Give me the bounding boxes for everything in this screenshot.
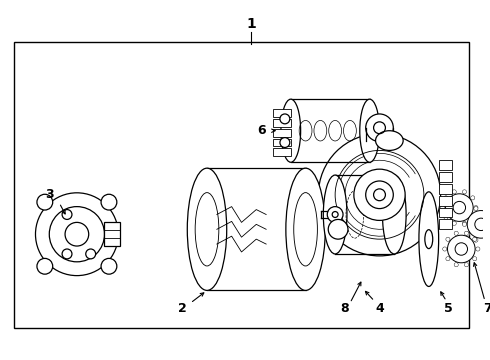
Circle shape: [463, 221, 466, 225]
Bar: [273, 148, 291, 156]
Circle shape: [465, 263, 468, 267]
Text: 4: 4: [375, 302, 384, 315]
Polygon shape: [291, 99, 369, 162]
Polygon shape: [335, 175, 394, 254]
Ellipse shape: [383, 175, 406, 254]
Circle shape: [474, 207, 478, 211]
Circle shape: [86, 249, 96, 259]
Bar: [104, 222, 120, 246]
Bar: [439, 220, 452, 229]
Circle shape: [454, 263, 458, 267]
Circle shape: [453, 201, 465, 214]
Circle shape: [471, 215, 475, 219]
Ellipse shape: [187, 168, 227, 291]
Circle shape: [444, 215, 448, 219]
Ellipse shape: [425, 230, 433, 249]
Circle shape: [474, 206, 478, 210]
Text: 6: 6: [257, 124, 266, 137]
Circle shape: [444, 196, 448, 200]
Text: 8: 8: [341, 302, 349, 315]
Bar: [273, 129, 291, 137]
Text: 7: 7: [484, 302, 490, 315]
Circle shape: [332, 212, 338, 217]
Circle shape: [465, 231, 468, 235]
Circle shape: [452, 221, 456, 225]
Circle shape: [466, 212, 470, 217]
Circle shape: [447, 235, 475, 263]
Circle shape: [473, 257, 477, 261]
Circle shape: [471, 196, 475, 200]
Circle shape: [37, 194, 53, 210]
Bar: [273, 109, 291, 117]
Ellipse shape: [375, 131, 403, 150]
Circle shape: [318, 134, 441, 256]
Text: 2: 2: [178, 302, 187, 315]
Circle shape: [366, 114, 393, 141]
Circle shape: [445, 194, 473, 221]
Bar: [273, 119, 291, 127]
Circle shape: [476, 247, 480, 251]
Circle shape: [455, 243, 467, 255]
Circle shape: [475, 218, 487, 230]
Circle shape: [484, 207, 488, 211]
Bar: [14, 42, 469, 328]
Text: 3: 3: [45, 188, 53, 201]
Bar: [439, 184, 452, 194]
Circle shape: [62, 210, 72, 220]
Polygon shape: [207, 168, 306, 291]
Circle shape: [454, 231, 458, 235]
Circle shape: [473, 237, 477, 241]
Ellipse shape: [360, 99, 379, 162]
Circle shape: [373, 189, 386, 201]
Circle shape: [467, 211, 490, 238]
Circle shape: [484, 238, 488, 242]
Circle shape: [442, 247, 447, 251]
Text: 1: 1: [246, 17, 256, 31]
Circle shape: [446, 237, 450, 241]
Circle shape: [328, 220, 348, 239]
Circle shape: [446, 257, 450, 261]
Ellipse shape: [419, 192, 439, 287]
Circle shape: [35, 193, 118, 276]
Circle shape: [466, 232, 470, 236]
Text: 5: 5: [444, 302, 453, 315]
Bar: [439, 160, 452, 170]
Bar: [439, 208, 452, 217]
Circle shape: [463, 190, 466, 194]
Circle shape: [101, 258, 117, 274]
Circle shape: [327, 207, 343, 222]
Circle shape: [474, 238, 478, 242]
Circle shape: [452, 190, 456, 194]
Bar: [439, 196, 452, 206]
Circle shape: [280, 114, 290, 124]
Circle shape: [65, 222, 89, 246]
Circle shape: [49, 207, 104, 262]
Circle shape: [354, 169, 405, 220]
Circle shape: [463, 222, 466, 226]
Circle shape: [280, 138, 290, 148]
Ellipse shape: [323, 175, 347, 254]
Bar: [439, 172, 452, 182]
Circle shape: [366, 181, 393, 208]
Circle shape: [101, 194, 117, 210]
Bar: [273, 139, 291, 147]
Circle shape: [62, 249, 72, 259]
Ellipse shape: [281, 99, 301, 162]
Circle shape: [441, 206, 445, 210]
Circle shape: [37, 258, 53, 274]
Ellipse shape: [286, 168, 325, 291]
